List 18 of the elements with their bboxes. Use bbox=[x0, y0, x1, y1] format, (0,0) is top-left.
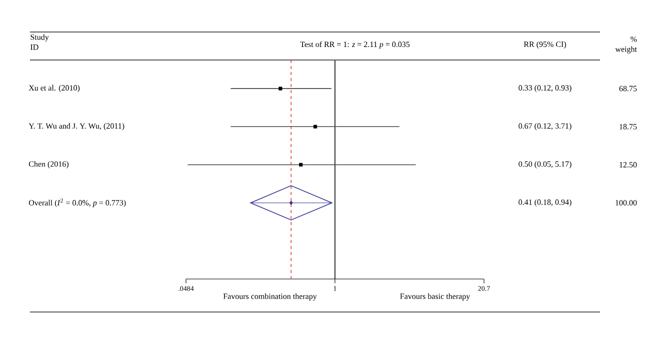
text: 0.33 (0.12, 0.93) bbox=[518, 84, 572, 92]
text: 0.67 (0.12, 3.71) bbox=[518, 123, 572, 130]
text: 100.00 bbox=[616, 200, 637, 206]
y-tick-label: Chen (2016) bbox=[28, 161, 68, 168]
text: 68.75 bbox=[619, 86, 637, 92]
chart-title: Test of RR = 1: z = 2.11 p = 0.035 bbox=[300, 41, 410, 49]
text: 0.41 (0.18, 0.94) bbox=[518, 199, 572, 206]
text: % weight bbox=[615, 36, 637, 54]
text: Favours basic therapy bbox=[400, 293, 470, 301]
y-tick-label: Overall (I$^{2}$ = 0.0%, p = 0.773) bbox=[28, 198, 126, 208]
text: Favours combination therapy bbox=[223, 293, 317, 301]
y-tick-label: Y. T. Wu and J. Y. Wu, (2011) bbox=[28, 123, 124, 130]
text: 12.50 bbox=[620, 162, 637, 168]
text: 18.75 bbox=[620, 124, 637, 130]
y-tick-label: Xu et al. (2010) bbox=[28, 84, 80, 92]
text: 0.50 (0.05, 5.17) bbox=[518, 161, 572, 168]
text: RR (95% CI) bbox=[524, 41, 566, 49]
y-axis-title: Study ID bbox=[30, 34, 49, 50]
